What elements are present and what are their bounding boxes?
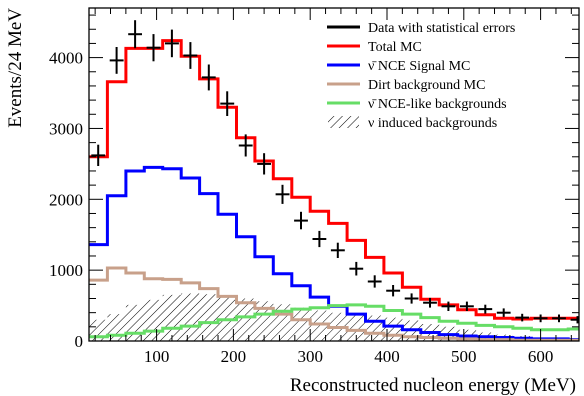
- legend-item: Total MC: [327, 40, 422, 55]
- data-point: [533, 314, 548, 323]
- y-tick-label: 4000: [49, 49, 83, 68]
- data-points-layer: [91, 20, 579, 324]
- data-point: [109, 47, 124, 74]
- data-point: [404, 293, 419, 304]
- y-axis-title: Events/24 MeV: [5, 8, 26, 128]
- legend-label: ν̄ NCE Signal MC: [368, 59, 470, 74]
- data-point: [183, 42, 198, 69]
- data-point: [515, 313, 530, 322]
- legend-item: ν induced backgrounds: [328, 116, 497, 131]
- series-layer: [89, 39, 579, 341]
- legend-label: ν̄ NCE-like backgrounds: [368, 97, 507, 112]
- x-tick-label: 400: [374, 347, 400, 366]
- data-point: [165, 29, 179, 58]
- legend-label: Total MC: [368, 40, 422, 55]
- data-point: [441, 301, 456, 311]
- x-tick-label: 500: [451, 347, 477, 366]
- data-point: [552, 314, 566, 323]
- legend-item: ν̄ NCE Signal MC: [327, 59, 470, 74]
- data-point: [312, 230, 327, 248]
- legend: Data with statistical errors Total MC ν̄ N…: [327, 21, 515, 131]
- axis-tick-labels: 100 200 300 400 500 600 0 1000 2000 3000 4000: [49, 49, 553, 366]
- x-axis-title: Reconstructed nucleon energy (MeV): [290, 375, 576, 396]
- data-point: [220, 91, 235, 116]
- y-tick-label: 3000: [49, 119, 83, 138]
- data-point: [330, 242, 345, 258]
- data-point: [275, 184, 290, 204]
- axis-ticks: [89, 8, 579, 342]
- data-point: [478, 304, 493, 314]
- series-nce-like-backgrounds-line: [89, 303, 579, 339]
- data-point: [460, 301, 474, 311]
- data-point: [367, 275, 382, 288]
- legend-label: ν induced backgrounds: [368, 116, 497, 131]
- data-point: [570, 316, 579, 324]
- data-point: [294, 211, 308, 230]
- x-tick-label: 300: [297, 347, 323, 366]
- x-tick-label: 100: [144, 347, 170, 366]
- legend-item: ν̄ NCE-like backgrounds: [327, 97, 507, 112]
- data-point: [257, 153, 271, 175]
- series-dirt-background-mc-line: [89, 266, 579, 341]
- y-tick-label: 0: [75, 332, 84, 351]
- y-tick-label: 2000: [49, 190, 83, 209]
- x-tick-label: 600: [528, 347, 554, 366]
- x-tick-label: 200: [221, 347, 247, 366]
- legend-swatch: [328, 116, 359, 128]
- series-total-mc-line: [89, 39, 579, 321]
- data-point: [423, 297, 437, 308]
- data-point: [91, 144, 106, 166]
- series-induced-backgrounds-area: [89, 293, 579, 341]
- plot-frame: [88, 7, 580, 342]
- data-point: [201, 64, 216, 91]
- data-point: [349, 261, 364, 276]
- legend-item: Dirt background MC: [327, 78, 485, 93]
- legend-label: Data with statistical errors: [368, 21, 515, 36]
- data-point: [496, 308, 511, 317]
- hatched-series-layer: [89, 293, 579, 341]
- legend-label: Dirt background MC: [368, 78, 485, 93]
- data-point: [128, 20, 142, 49]
- data-point: [238, 134, 253, 157]
- plot-area: [89, 20, 579, 341]
- y-tick-label: 1000: [49, 261, 83, 280]
- legend-item: Data with statistical errors: [327, 21, 515, 36]
- data-point: [146, 34, 161, 62]
- data-point: [386, 285, 401, 297]
